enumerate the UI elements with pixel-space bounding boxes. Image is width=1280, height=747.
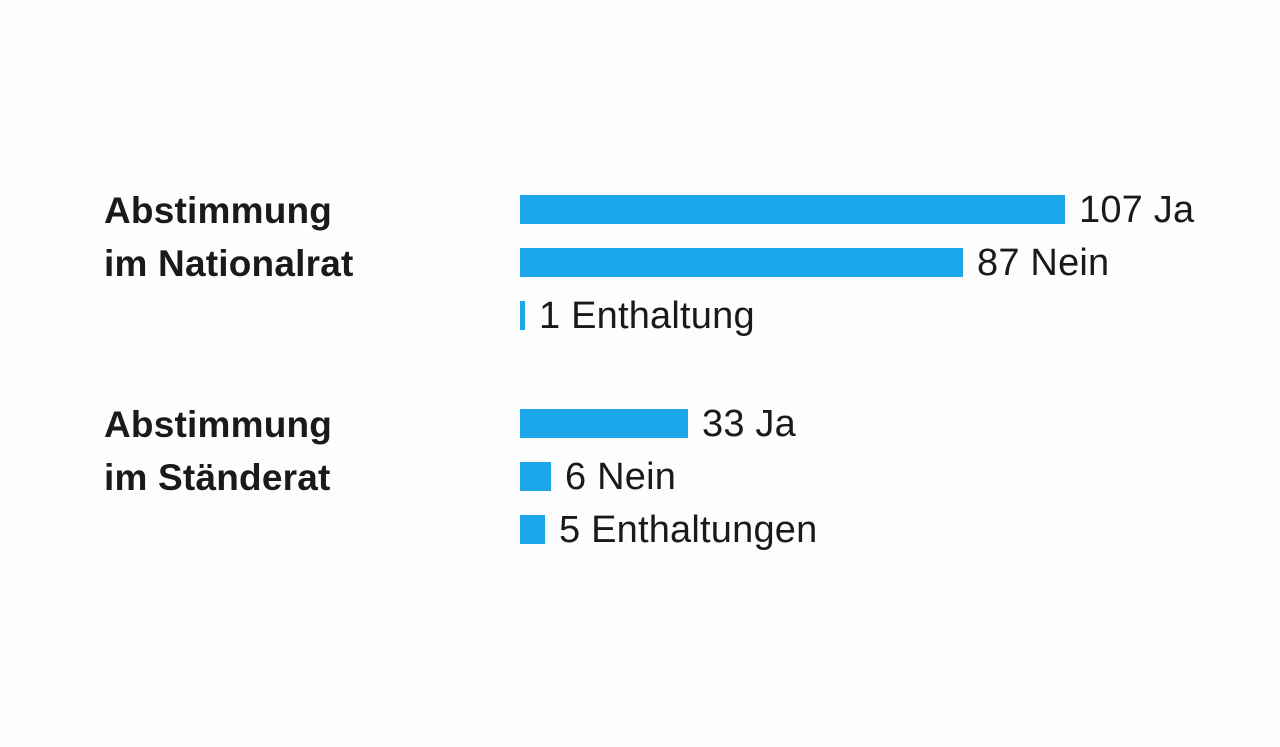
bar [520, 462, 551, 491]
bar [520, 515, 545, 544]
bar-value-label: 87 Nein [977, 241, 1110, 284]
bar [520, 409, 688, 438]
bar [520, 301, 525, 330]
bar-value-label: 33 Ja [702, 402, 796, 445]
bar-row: 107 Ja [520, 183, 1194, 236]
group-label-line: Abstimmung [104, 190, 333, 231]
bar-value-label: 5 Enthaltungen [559, 508, 818, 551]
bar-group-staenderat: 33 Ja 6 Nein 5 Enthaltungen [520, 397, 817, 556]
bar-value-label: 107 Ja [1079, 188, 1195, 231]
bar-row: 6 Nein [520, 450, 817, 503]
bar-row: 87 Nein [520, 236, 1194, 289]
bar-value-label: 1 Enthaltung [539, 294, 755, 337]
bar-row: 33 Ja [520, 397, 817, 450]
group-label-line: im Ständerat [104, 457, 331, 498]
bar-value-label: 6 Nein [565, 455, 677, 498]
bar-group-nationalrat: 107 Ja 87 Nein 1 Enthaltung [520, 183, 1194, 342]
bar-row: 1 Enthaltung [520, 289, 1194, 342]
bar-row: 5 Enthaltungen [520, 503, 817, 556]
group-label-nationalrat: Abstimmung im Nationalrat [104, 184, 354, 290]
group-label-line: im Nationalrat [104, 243, 354, 284]
group-label-line: Abstimmung [104, 404, 333, 445]
group-label-staenderat: Abstimmung im Ständerat [104, 398, 332, 504]
bar [520, 195, 1065, 224]
bar [520, 248, 963, 277]
